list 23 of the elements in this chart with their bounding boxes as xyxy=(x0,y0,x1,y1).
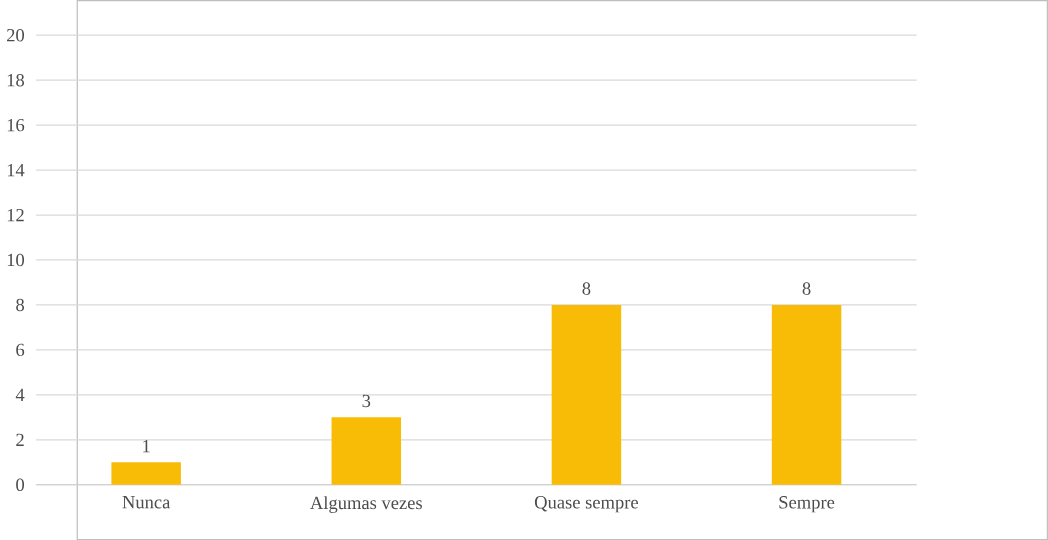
y-tick-label: 4 xyxy=(15,388,25,401)
data-label: 8 xyxy=(802,282,811,295)
y-tick-label: 14 xyxy=(7,163,25,177)
y-tick-label: 6 xyxy=(16,343,25,356)
y-tick-label: 10 xyxy=(7,253,25,267)
data-label: 8 xyxy=(582,282,591,295)
x-tick-label: Algumas vezes xyxy=(310,495,422,513)
data-label: 1 xyxy=(143,439,150,452)
y-tick-label: 0 xyxy=(16,478,25,491)
bar xyxy=(551,304,622,485)
x-tick-label: Nunca xyxy=(122,495,171,509)
y-tick-label: 8 xyxy=(16,298,25,312)
data-label: 3 xyxy=(362,394,371,408)
x-tick-label: Sempre xyxy=(779,495,835,513)
y-tick-label: 12 xyxy=(7,208,24,221)
bar xyxy=(331,417,402,485)
y-tick-label: 18 xyxy=(7,73,25,87)
x-tick-label: Quase sempre xyxy=(534,495,638,513)
bar xyxy=(111,462,181,485)
bar xyxy=(771,304,842,485)
y-tick-label: 20 xyxy=(7,28,25,42)
y-tick-label: 2 xyxy=(16,433,24,446)
y-tick-label: 16 xyxy=(7,118,25,132)
